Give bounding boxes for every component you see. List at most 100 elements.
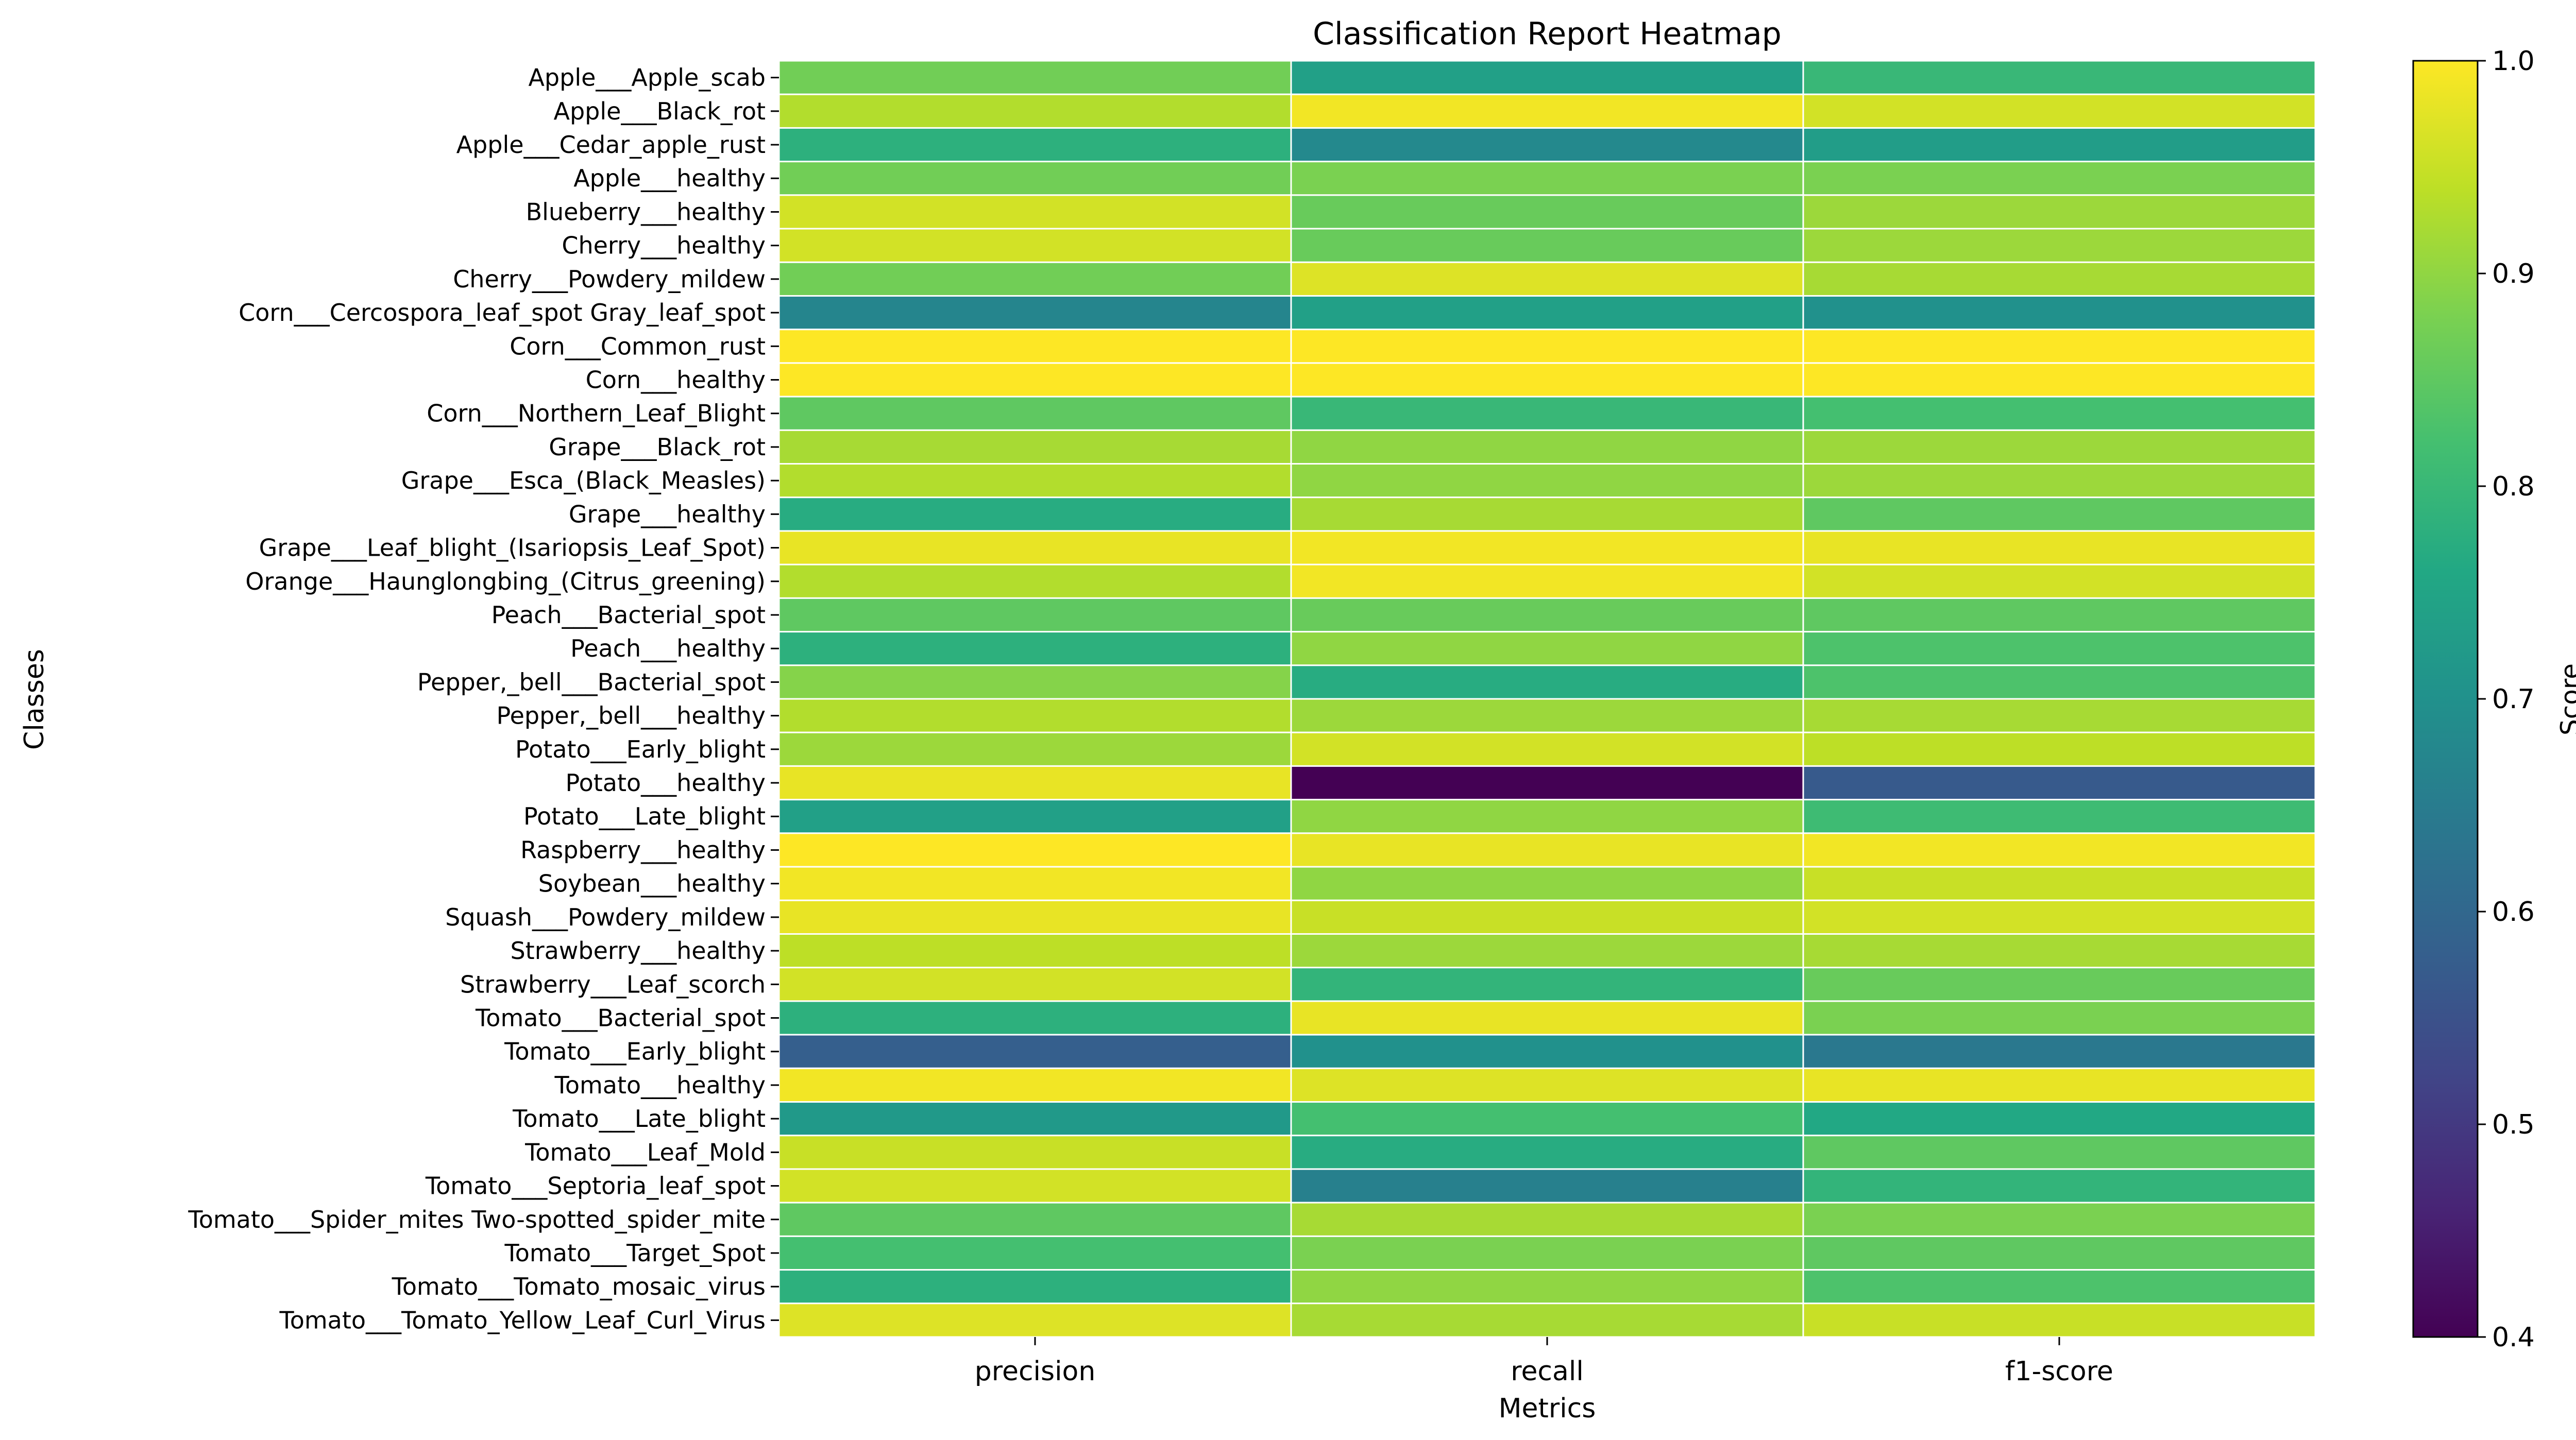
heatmap-cell [778,93,1292,129]
row-tick-label: Cherry___Powdery_mildew [453,265,766,293]
x-axis-label: Metrics [1499,1393,1596,1424]
heatmap-cell [778,161,1292,196]
heatmap-cell [778,496,1292,532]
heatmap-cell [1802,1067,2316,1103]
heatmap-cell [1290,731,1804,767]
heatmap-cell [1290,60,1804,95]
row-tick-label: Tomato___Spider_mites Two-spotted_spider… [188,1206,766,1233]
heatmap-cell [1802,127,2316,163]
row-tick-label: Tomato___Leaf_Mold [524,1138,766,1166]
colorbar-tick-label: 0.9 [2492,259,2535,289]
heatmap-cell [1290,1000,1804,1036]
heatmap-cell [778,933,1292,969]
heatmap-cell [1290,396,1804,431]
heatmap-cell [1802,1202,2316,1237]
heatmap-cell [1802,899,2316,935]
heatmap-cell [778,194,1292,230]
heatmap-cell [1290,1101,1804,1137]
heatmap-cell [1290,967,1804,1002]
heatmap-cells [778,60,2316,1338]
heatmap-cell [1802,1000,2316,1036]
row-tick-label: Soybean___healthy [538,870,766,898]
heatmap-cell [1290,933,1804,969]
heatmap-cell [1802,463,2316,499]
row-tick-label: Potato___Early_blight [515,735,766,763]
heatmap-cell [1290,362,1804,398]
heatmap-cell [1290,1302,1804,1338]
heatmap-cell [778,967,1292,1002]
heatmap-cell [1802,194,2316,230]
heatmap-cell [1802,631,2316,666]
heatmap-cell [1802,261,2316,297]
colorbar-tick-label: 0.7 [2492,684,2535,715]
row-tick-label: Apple___Cedar_apple_rust [456,131,766,159]
heatmap-cell [778,1269,1292,1305]
colorbar-tick-label: 0.5 [2492,1109,2535,1140]
heatmap-cell [1290,1202,1804,1237]
heatmap-cell [1290,329,1804,364]
heatmap-cell [1290,429,1804,465]
heatmap-cell [778,396,1292,431]
heatmap-cell [1802,731,2316,767]
heatmap-cell [1802,295,2316,331]
heatmap-cell [1802,1168,2316,1204]
heatmap-cell [1290,698,1804,733]
row-tick-label: Corn___Common_rust [510,332,766,360]
row-tick-label: Grape___Leaf_blight_(Isariopsis_Leaf_Spo… [259,534,766,562]
heatmap-cell [1290,194,1804,230]
heatmap-cell [1290,1067,1804,1103]
colorbar [2413,61,2478,1337]
heatmap-cell [778,60,1292,95]
row-tick-label: Pepper,_bell___Bacterial_spot [417,668,766,696]
heatmap-cell [1290,1168,1804,1204]
heatmap-cell [1802,832,2316,868]
row-tick-label: Grape___Esca_(Black_Measles) [401,467,766,494]
heatmap-cell [1290,899,1804,935]
row-tick-label: Peach___healthy [570,635,766,662]
row-tick-label: Tomato___Tomato_Yellow_Leaf_Curl_Virus [279,1306,766,1334]
colorbar-ticks: 0.4 0.5 0.6 0.7 0.8 0.9 1.0 [2478,46,2535,1353]
colorbar-tick-label: 0.4 [2492,1322,2535,1353]
heatmap-cell [1290,631,1804,666]
heatmap-cell [1802,1101,2316,1137]
row-tick-label: Tomato___Late_blight [512,1105,766,1133]
row-tick-label: Potato___Late_blight [523,802,766,830]
heatmap-cell [1802,933,2316,969]
column-tick-label: f1-score [2005,1356,2113,1387]
row-tick-label: Corn___healthy [586,366,766,394]
row-tick-label: Grape___healthy [569,500,766,528]
heatmap-cell [1802,664,2316,700]
heatmap-cell [778,698,1292,733]
row-tick-label: Apple___Black_rot [554,97,766,125]
heatmap-cell [778,832,1292,868]
heatmap-cell [778,1034,1292,1069]
row-tick-label: Potato___healthy [566,769,766,797]
row-tick-label: Blueberry___healthy [526,198,766,226]
column-tick-labels: precision recall f1-score [975,1337,2113,1387]
heatmap-cell [1802,530,2316,565]
heatmap-cell [778,597,1292,633]
row-tick-label: Tomato___Tomato_mosaic_virus [392,1273,766,1300]
row-tick-label: Strawberry___healthy [510,937,766,965]
colorbar-tick-label: 0.8 [2492,471,2535,502]
row-tick-label: Tomato___healthy [554,1071,766,1099]
heatmap-cell [778,563,1292,599]
heatmap-cell [1802,967,2316,1002]
heatmap-cell [778,1302,1292,1338]
heatmap-cell [778,1202,1292,1237]
row-tick-label: Pepper,_bell___healthy [496,702,766,730]
row-tick-label: Apple___healthy [573,164,766,192]
heatmap-cell [1290,93,1804,129]
heatmap-cell [778,866,1292,901]
row-tick-labels: Apple___Apple_scab Apple___Black_rot Apple… [188,64,779,1334]
heatmap-cell [778,429,1292,465]
heatmap-cell [1802,161,2316,196]
heatmap-cell [1290,463,1804,499]
heatmap-cell [1802,1135,2316,1170]
heatmap-cell [778,295,1292,331]
heatmap-cell [1290,295,1804,331]
heatmap-cell [778,1235,1292,1271]
colorbar-tick-label: 0.6 [2492,897,2535,928]
row-tick-label: Cherry___healthy [562,232,766,260]
